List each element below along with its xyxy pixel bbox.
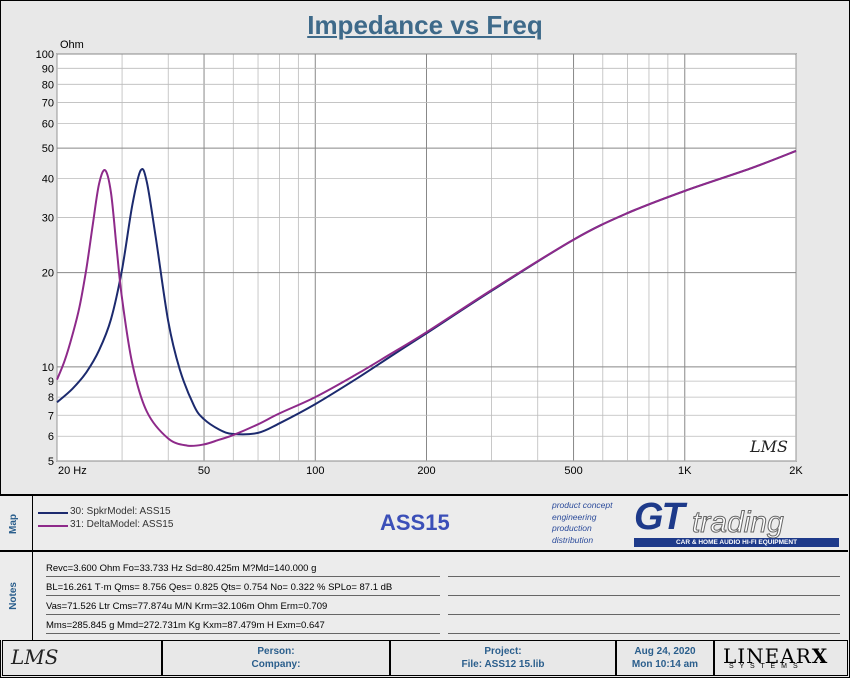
x-tick-label: 20 Hz — [58, 465, 87, 477]
footer-logo-cell: LMS — [2, 640, 162, 676]
y-tick-label: 80 — [42, 79, 54, 91]
notes-label: Notes — [8, 582, 19, 610]
note-row-2: BL=16.261 T·m Qms= 8.756 Qes= 0.825 Qts=… — [46, 581, 440, 596]
y-tick-label: 40 — [42, 173, 54, 185]
lms-watermark: LMS — [749, 437, 788, 456]
x-tick-label: 200 — [417, 465, 435, 477]
date-label: Aug 24, 2020 — [634, 646, 696, 657]
note-blank-1 — [448, 562, 840, 577]
y-tick-label: 70 — [42, 97, 54, 109]
footer-person-cell: Person: Company: — [162, 640, 390, 676]
lms-logo: LMS — [11, 645, 59, 669]
x-tick-label: 1K — [678, 465, 692, 477]
person-label: Person: — [257, 646, 295, 657]
linearx-logo: LINEARX S Y S T E M S — [714, 640, 848, 676]
y-tick-label: 50 — [42, 143, 54, 155]
company-label: Company: — [251, 659, 301, 670]
legend-swatch-spkr — [38, 512, 68, 514]
x-tick-label: 2K — [789, 465, 803, 477]
y-tick-label: 10 — [42, 362, 54, 374]
y-tick-label: 20 — [42, 268, 54, 280]
note-row-1: Revc=3.600 Ohm Fo=33.733 Hz Sd=80.425m M… — [46, 562, 440, 577]
x-tick-label: 50 — [198, 465, 210, 477]
y-tick-label: 60 — [42, 118, 54, 130]
legend-item-spkr: 30: SpkrModel: ASS15 — [70, 506, 171, 517]
y-tick-label: 8 — [48, 392, 54, 404]
note-blank-4 — [448, 619, 840, 634]
series-line-1 — [56, 149, 797, 447]
time-label: Mon 10:14 am — [631, 659, 699, 670]
chart-title: Impedance vs Freq — [307, 10, 543, 40]
y-tick-label: 7 — [48, 410, 54, 422]
note-row-3: Vas=71.526 Ltr Cms=77.874u M/N Krm=32.10… — [46, 600, 440, 615]
note-row-4: Mms=285.845 g Mmd=272.731m Kg Kxm=87.479… — [46, 619, 440, 634]
file-label: File: ASS12 15.lib — [461, 659, 545, 670]
y-tick-label: 9 — [48, 376, 54, 388]
y-axis-unit: Ohm — [60, 39, 84, 51]
map-title: ASS15 — [380, 510, 450, 535]
legend-item-delta: 31: DeltaModel: ASS15 — [70, 519, 174, 530]
footer-project-cell: Project: File: ASS12 15.lib — [390, 640, 616, 676]
note-blank-2 — [448, 581, 840, 596]
y-tick-label: 30 — [42, 213, 54, 225]
project-label: Project: — [484, 646, 522, 657]
map-label: Map — [8, 514, 19, 534]
legend-swatch-delta — [38, 525, 68, 527]
map-panel: Map 30: SpkrModel: ASS15 31: DeltaModel:… — [0, 494, 848, 551]
impedance-chart: 100 90 80 70 60 50 40 30 20 10 9 8 7 6 5 20 Hz 50 100 200 5… — [36, 39, 804, 477]
gt-trading-logo: product concept engineering production d… — [552, 496, 844, 548]
x-tick-label: 100 — [306, 465, 324, 477]
y-tick-label: 5 — [48, 456, 54, 468]
y-tick-label: 6 — [48, 431, 54, 443]
x-tick-label: 500 — [564, 465, 582, 477]
y-tick-label: 100 — [36, 49, 54, 61]
note-blank-3 — [448, 600, 840, 615]
notes-panel: Notes Revc=3.600 Ohm Fo=33.733 Hz Sd=80.… — [0, 550, 848, 640]
footer-date-cell: Aug 24, 2020 Mon 10:14 am — [616, 640, 714, 676]
y-tick-label: 90 — [42, 63, 54, 75]
